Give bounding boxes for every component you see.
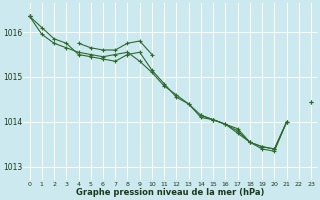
X-axis label: Graphe pression niveau de la mer (hPa): Graphe pression niveau de la mer (hPa) <box>76 188 265 197</box>
